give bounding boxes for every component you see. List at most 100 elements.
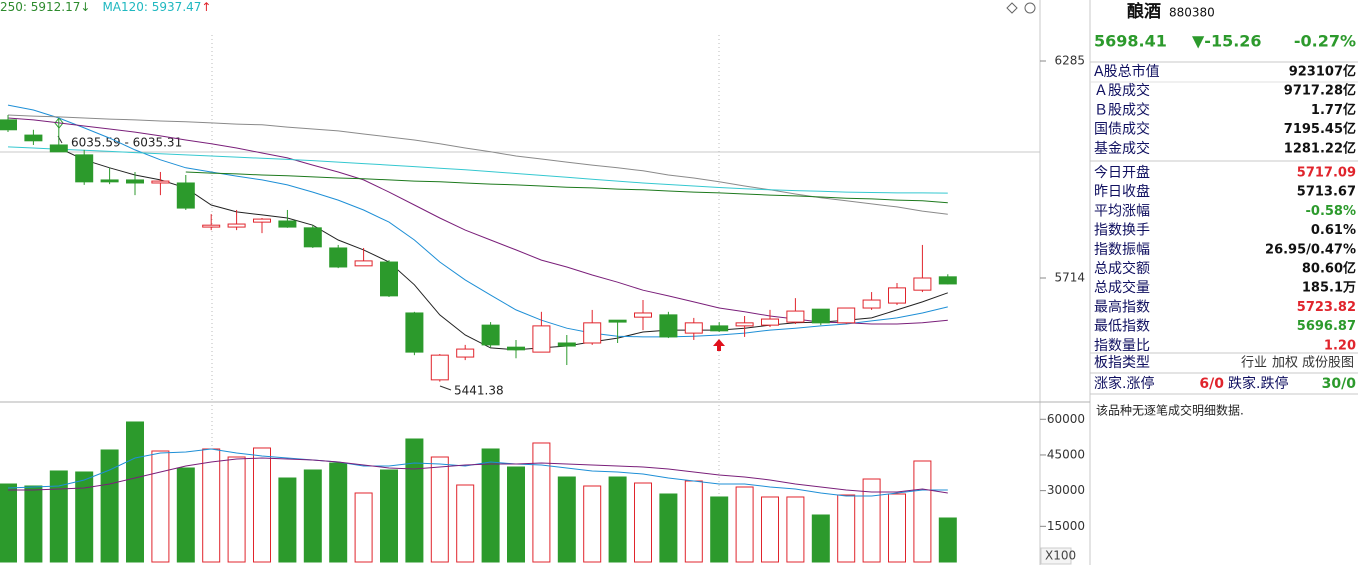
candle-body xyxy=(354,260,373,267)
row-label: 板指类型 xyxy=(1094,355,1150,371)
candle-body xyxy=(303,227,322,248)
row-value: 80.60亿 xyxy=(1302,261,1356,277)
ma-line xyxy=(7,114,948,215)
info-panel: 酿酒 880380 5698.41 ▼-15.26 -0.27% 板指类型 行业… xyxy=(1094,1,1356,418)
volume-bar xyxy=(684,480,703,563)
candle-body xyxy=(710,325,729,332)
candle-body xyxy=(329,247,348,268)
candle-body xyxy=(380,261,398,297)
row-value: 1.77亿 xyxy=(1311,102,1356,118)
row-label: 最高指数 xyxy=(1094,298,1150,315)
limit-label: 涨家.涨停 xyxy=(1094,375,1154,392)
ma-legend-value: 5937.47 xyxy=(152,0,202,14)
note: 该品种无逐笔成交明细数据. xyxy=(1096,403,1244,418)
row-value: 5713.67 xyxy=(1297,185,1356,200)
candle-body xyxy=(608,319,627,323)
row-label: 基金成交 xyxy=(1094,140,1150,157)
index-code: 880380 xyxy=(1169,6,1215,20)
row-value: 5717.09 xyxy=(1297,166,1356,181)
ma-legend-label: 250: xyxy=(0,0,31,14)
volume-bar xyxy=(583,485,602,563)
row-label: Ｂ股成交 xyxy=(1094,101,1150,118)
candle-body xyxy=(126,179,144,184)
candle-body xyxy=(735,322,754,327)
option[interactable]: 成份股图 xyxy=(1302,356,1354,371)
volume-bar xyxy=(837,494,856,563)
candle-body xyxy=(913,277,932,291)
ma-legend-label: MA120: xyxy=(102,0,151,14)
row-label: 指数振幅 xyxy=(1094,242,1150,258)
row-label: 今日开盘 xyxy=(1094,164,1150,181)
row-label: 平均涨幅 xyxy=(1094,203,1150,219)
volume-bar xyxy=(49,470,68,563)
candle-body xyxy=(938,276,957,285)
row-label: 指数换手 xyxy=(1094,222,1150,239)
candle-body xyxy=(176,182,195,209)
volume-bar xyxy=(761,496,779,563)
volume-bar xyxy=(481,448,500,563)
volume-bar xyxy=(608,476,627,563)
candle-body xyxy=(481,324,500,346)
candle-body xyxy=(786,310,805,323)
ma-line xyxy=(7,448,948,497)
candle-body xyxy=(405,312,424,353)
candle-body xyxy=(456,348,475,358)
candle-body xyxy=(532,325,551,353)
candle-body xyxy=(888,287,906,304)
volume-bar xyxy=(253,447,271,563)
candle-body xyxy=(151,180,170,184)
candle-body xyxy=(75,154,94,183)
volume-bar xyxy=(176,467,195,563)
price-change-pct: -0.27% xyxy=(1294,32,1356,51)
row-label: 昨日收盘 xyxy=(1094,183,1150,200)
volume-bar xyxy=(0,483,17,563)
ma-line xyxy=(7,104,948,338)
row-label: 国债成交 xyxy=(1094,121,1150,138)
volume-bar xyxy=(659,493,678,563)
candle-body xyxy=(278,220,297,228)
unit-label: X100 xyxy=(1045,549,1076,563)
option[interactable]: 行业 xyxy=(1241,356,1267,371)
volume-bar xyxy=(151,450,170,563)
price: 5698.41 xyxy=(1094,32,1167,51)
ma-legend-arrow: ↓ xyxy=(80,0,90,14)
y-tick-label: 6285 xyxy=(1054,53,1085,67)
volume-bar xyxy=(456,484,475,563)
row-label: A股总市值 xyxy=(1094,63,1160,80)
candle-body xyxy=(227,223,246,228)
row-value: 26.95/0.47% xyxy=(1265,242,1356,257)
y-tick-label: 5714 xyxy=(1054,271,1085,285)
ma-line xyxy=(185,171,948,204)
ma-line xyxy=(58,147,948,351)
ma-legend: MA120: 5937.47↑ xyxy=(102,0,211,14)
row-value: 1.20 xyxy=(1324,338,1356,353)
row-label: Ａ股成交 xyxy=(1094,82,1150,99)
volume-bar xyxy=(862,478,881,563)
candle-body xyxy=(100,179,119,183)
volume-bar xyxy=(913,460,932,563)
candle-body xyxy=(557,342,576,347)
row-value: 0.61% xyxy=(1311,223,1356,238)
row-value: -0.58% xyxy=(1306,204,1357,219)
volume-bar xyxy=(202,448,221,563)
volume-bar xyxy=(507,466,525,563)
candle-body xyxy=(507,346,525,351)
row-value: 9717.28亿 xyxy=(1284,83,1356,99)
candle-body xyxy=(684,322,703,334)
y-tick-label: 60000 xyxy=(1047,412,1085,426)
row-value: 1281.22亿 xyxy=(1284,140,1356,156)
y-tick-label: 45000 xyxy=(1047,447,1085,461)
candle-body xyxy=(837,307,856,324)
volume-bar xyxy=(329,462,348,563)
volume-bar xyxy=(938,517,957,563)
volume-bar xyxy=(557,476,576,563)
ma-line xyxy=(8,457,948,494)
candle-body xyxy=(761,318,779,326)
price-change: ▼-15.26 xyxy=(1192,32,1262,51)
volume-bar xyxy=(303,469,322,563)
limit-value: 30/0 xyxy=(1322,376,1357,392)
index-name: 酿酒 xyxy=(1127,1,1161,22)
option[interactable]: 加权 xyxy=(1272,355,1298,371)
row-value: 185.1万 xyxy=(1302,281,1356,296)
